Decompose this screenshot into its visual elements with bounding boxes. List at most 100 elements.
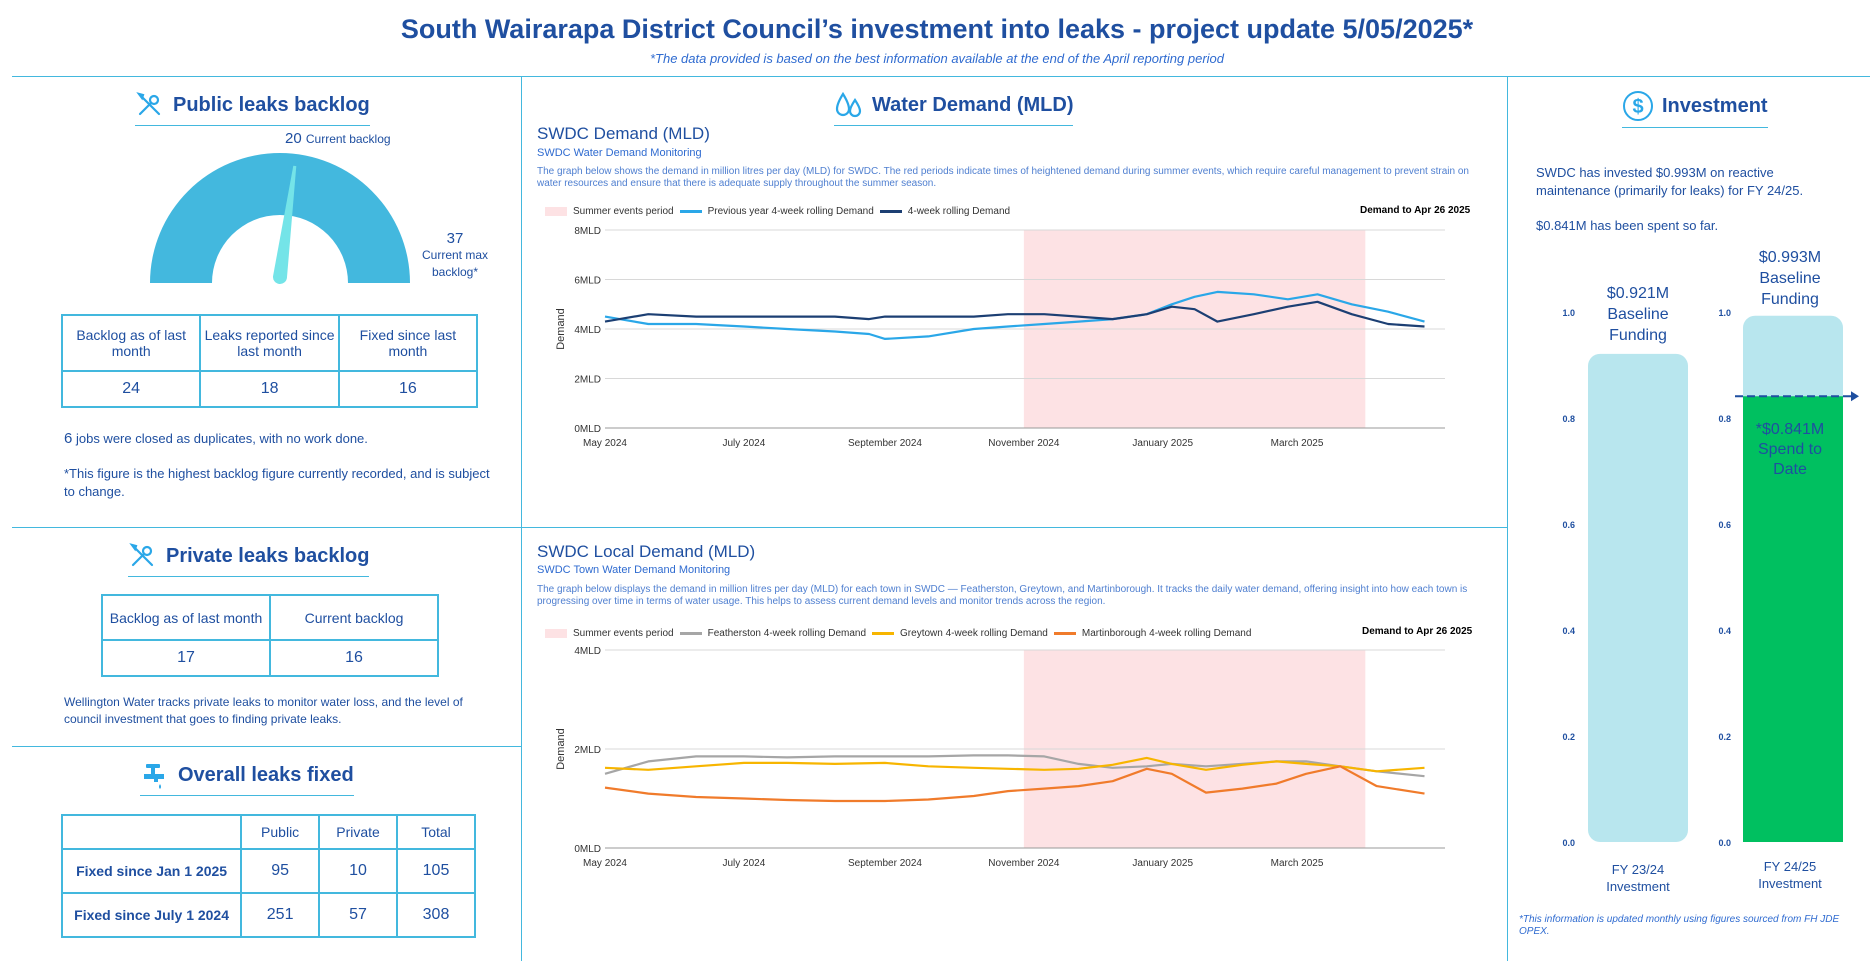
y-tick-label: 1.0 [1718, 308, 1731, 318]
table-header: Backlog as of last month [101, 594, 271, 641]
bar2-spend3: Date [1773, 461, 1807, 478]
page-title: South Wairarapa District Council’s inves… [400, 14, 1474, 44]
svg-text:$: $ [1632, 96, 1643, 118]
legend-swatch-summer [545, 629, 567, 638]
investment-footnote: *This information is updated monthly usi… [1519, 914, 1840, 937]
bar2-spend1: *$0.841M [1755, 421, 1825, 438]
legend-swatch-summer [545, 207, 567, 216]
investment-title: Investment [1662, 94, 1768, 117]
tap-icon [140, 760, 170, 790]
y-tick-label: 0.4 [1718, 626, 1731, 636]
dollar-circle-icon: $ [1622, 90, 1654, 122]
duplicates-count: 6 [64, 430, 73, 447]
table-header: Backlog as of last month [60, 314, 202, 372]
table-row: Fixed since Jan 1 2025 95 10 105 [60, 848, 476, 894]
y-tick-label: 0MLD [574, 844, 601, 855]
bar1-label2: Funding [1609, 327, 1667, 344]
y-tick-label: 0MLD [574, 424, 601, 435]
x-tick-label: January 2025 [1132, 438, 1193, 449]
backlog-footnote: *This figure is the highest backlog figu… [64, 466, 490, 499]
bar1-x1: FY 23/24 [1611, 862, 1665, 877]
water-demand-title: Water Demand (MLD) [872, 93, 1074, 116]
backlog-gauge [150, 153, 410, 284]
bar1-amount: $0.921M [1606, 285, 1670, 302]
chart1-svg: 0MLD 2MLD 4MLD 6MLD 8MLD May 2024 July 2024 Sep… [555, 226, 1445, 449]
mid-divider [12, 527, 1507, 528]
gauge-current: 20 Current backlog [285, 130, 391, 147]
series-line [604, 290, 1425, 341]
bar2-spend2: Spend to [1757, 441, 1823, 458]
gauge-needle [273, 165, 297, 284]
y-tick-label: 8MLD [574, 226, 601, 237]
overall-leaks-table: Public Private Total Fixed since Jan 1 2… [60, 814, 476, 938]
bar2-xlabel: FY 24/25 Investment [1730, 858, 1850, 892]
table-cell: 95 [240, 848, 321, 894]
legend-label: Previous year 4-week rolling Demand [707, 206, 874, 217]
duplicates-text: jobs were closed as duplicates, with no … [75, 431, 368, 446]
bar2-spend-label: *$0.841M Spend to Date [1730, 420, 1850, 480]
chart1-subtitle: SWDC Water Demand Monitoring [537, 147, 702, 159]
table-cell: 16 [269, 639, 439, 677]
bar-spend-fy2425 [1743, 396, 1843, 842]
legend-label: 4-week rolling Demand [907, 206, 1011, 217]
investment-text1: SWDC has invested $0.993M on reactive ma… [1536, 165, 1804, 198]
legend-swatch-prev [679, 210, 702, 213]
right-divider [1507, 77, 1508, 961]
x-tick-label: May 2024 [583, 858, 627, 869]
y-tick-label: 0.6 [1562, 520, 1575, 530]
private-leaks-title: Private leaks backlog [166, 544, 370, 567]
chart2-svg: 0MLD 2MLD 4MLD May 2024 July 2024 September 2… [555, 646, 1445, 869]
water-demand-heading: Water Demand (MLD) [834, 90, 1074, 126]
table-cell: 308 [396, 892, 476, 938]
investment-chart-svg: 0.0 0.0 0.2 0.2 0.4 0.4 0.6 0.6 0.8 0.8 1.0 1.0 [1562, 308, 1859, 848]
table-cell: 17 [101, 639, 271, 677]
y-tick-label: 0.8 [1562, 414, 1575, 424]
row-label: Fixed since July 1 2024 [60, 892, 243, 938]
chart1-description: The graph below shows the demand in mill… [537, 166, 1469, 189]
legend-swatch-martinborough [1053, 632, 1076, 635]
gauge-max-label: Current max [421, 248, 489, 262]
spend-marker-arrow [1851, 391, 1859, 402]
private-leaks-heading: Private leaks backlog [128, 541, 370, 577]
public-leaks-heading: Public leaks backlog [135, 90, 370, 126]
private-leaks-note: Wellington Water tracks private leaks to… [64, 695, 463, 726]
table-cell: 24 [60, 370, 202, 408]
y-tick-label: 0.6 [1718, 520, 1731, 530]
table-header: Public [240, 814, 321, 850]
bar2-x2: Investment [1758, 876, 1822, 891]
x-tick-label: September 2024 [848, 438, 922, 449]
legend-label: Martinborough 4-week rolling Demand [1081, 628, 1252, 639]
y-tick-label: 2MLD [574, 375, 601, 386]
y-tick-label: 6MLD [574, 276, 601, 287]
public-backlog-table: Backlog as of last month Leaks reported … [60, 314, 479, 408]
chart2-subtitle: SWDC Town Water Demand Monitoring [537, 564, 731, 576]
chart2-title: SWDC Local Demand (MLD) [537, 542, 756, 561]
table-header: Leaks reported since last month [199, 314, 340, 372]
legend-label: Summer events period [573, 628, 674, 639]
y-tick-label: 0.8 [1718, 414, 1731, 424]
y-tick-label: 0.4 [1562, 626, 1575, 636]
gauge-max: 37 Current max backlog* [410, 230, 500, 281]
bar2-x1: FY 24/25 [1763, 859, 1817, 874]
bar2-label: $0.993M Baseline Funding [1730, 247, 1850, 310]
table-header: Current backlog [269, 594, 439, 641]
table-cell: 57 [318, 892, 399, 938]
water-drops-icon [834, 90, 864, 120]
chart1-note: Demand to Apr 26 2025 [1360, 205, 1471, 216]
left-lower-divider [12, 746, 521, 747]
chart2-description: The graph below displays the demand in m… [537, 584, 1468, 607]
gauge-arc [150, 153, 410, 283]
row-label: Fixed since Jan 1 2025 [60, 848, 243, 894]
table-row: Fixed since July 1 2024 251 57 308 [60, 892, 476, 938]
bar2-amount: $0.993M [1758, 249, 1822, 266]
chart1-title: SWDC Demand (MLD) [537, 124, 710, 143]
y-tick-label: 4MLD [574, 646, 601, 657]
y-tick-label: 1.0 [1562, 308, 1575, 318]
series-line [604, 754, 1425, 778]
legend-swatch-greytown [872, 632, 895, 635]
table-cell: 16 [337, 370, 479, 408]
y-tick-label: 0.0 [1718, 838, 1731, 848]
x-tick-label: November 2024 [988, 438, 1060, 449]
y-tick-label: 0.0 [1562, 838, 1575, 848]
table-header-empty [60, 814, 243, 850]
